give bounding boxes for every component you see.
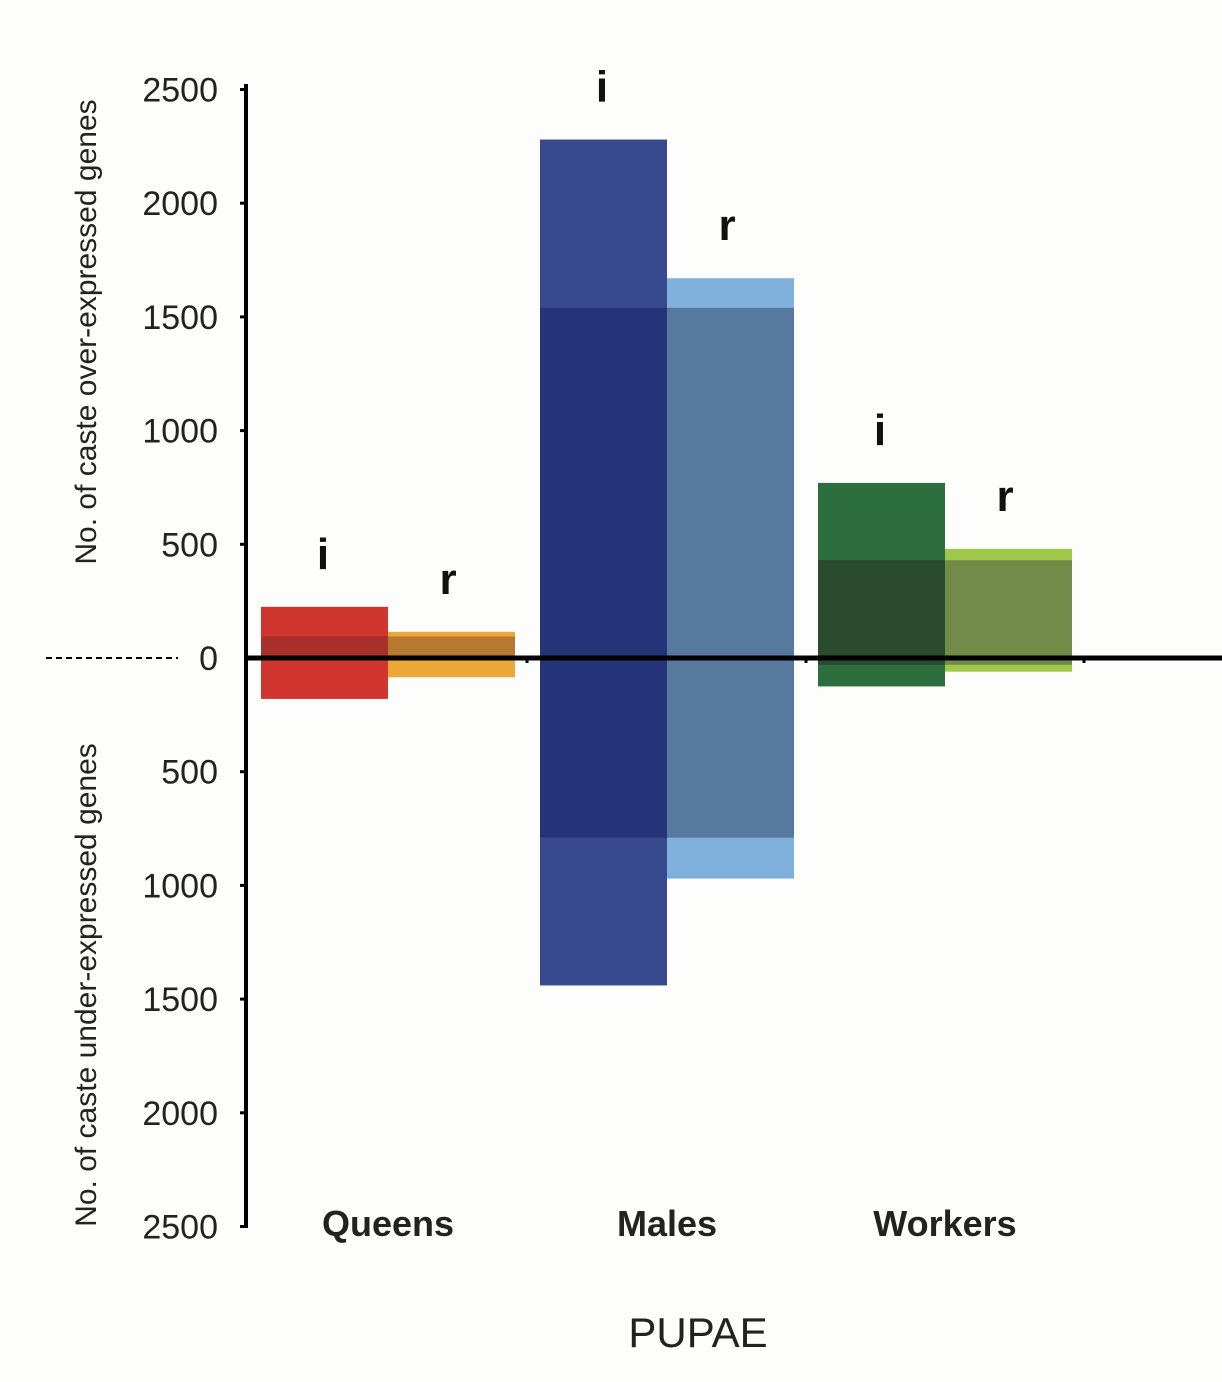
y-tick-label-upper-2500: 2500 [142, 72, 218, 110]
y-tick-label-lower-2000: 2000 [142, 1095, 218, 1133]
bar-workers-i-shared [818, 560, 945, 665]
bar-queens-r-shared [388, 636, 515, 660]
y-tick-label-upper-2000: 2000 [142, 185, 218, 223]
bar-tag-queens-i: i [317, 530, 329, 579]
x-axis-title: PUPAE [628, 1309, 767, 1356]
y-tick-label-lower-1500: 1500 [142, 981, 218, 1019]
bar-males-r-shared [667, 307, 794, 838]
y-axis-title-upper: No. of caste over-expressed genes [70, 99, 103, 564]
bar-tag-males-r: r [718, 201, 735, 250]
category-label-males: Males [617, 1203, 717, 1244]
axes-layer [46, 84, 1222, 1228]
bar-tag-workers-i: i [874, 406, 886, 455]
y-tick-label-upper-1500: 1500 [142, 299, 218, 337]
labels-layer: No. of caste over-expressed genes No. of… [70, 99, 768, 1356]
y-tick-label-lower-1000: 1000 [142, 867, 218, 905]
y-tick-label-lower-500: 500 [161, 754, 218, 792]
category-label-workers: Workers [873, 1203, 1016, 1244]
bar-tag-males-i: i [596, 63, 608, 112]
y-tick-label-upper-500: 500 [161, 526, 218, 564]
y-axis-title-lower: No. of caste under-expressed genes [70, 743, 103, 1227]
category-label-queens: Queens [322, 1203, 454, 1244]
bar-queens-i-shared [261, 636, 388, 660]
y-tick-label-upper-1000: 1000 [142, 413, 218, 451]
bar-tag-queens-r: r [439, 555, 456, 604]
bars-layer: i r Queens i r Males i r Workers [261, 63, 1086, 1244]
y-tick-label-lower-2500: 2500 [142, 1209, 218, 1247]
bar-tag-workers-r: r [996, 472, 1013, 521]
bar-males-i-shared [540, 307, 667, 838]
ticks-layer: 2500 2000 1500 1000 500 0 500 1000 1500 2000 2500 [142, 72, 246, 1247]
bar-workers-r-shared [945, 560, 1072, 665]
y-tick-label-zero: 0 [199, 640, 218, 678]
